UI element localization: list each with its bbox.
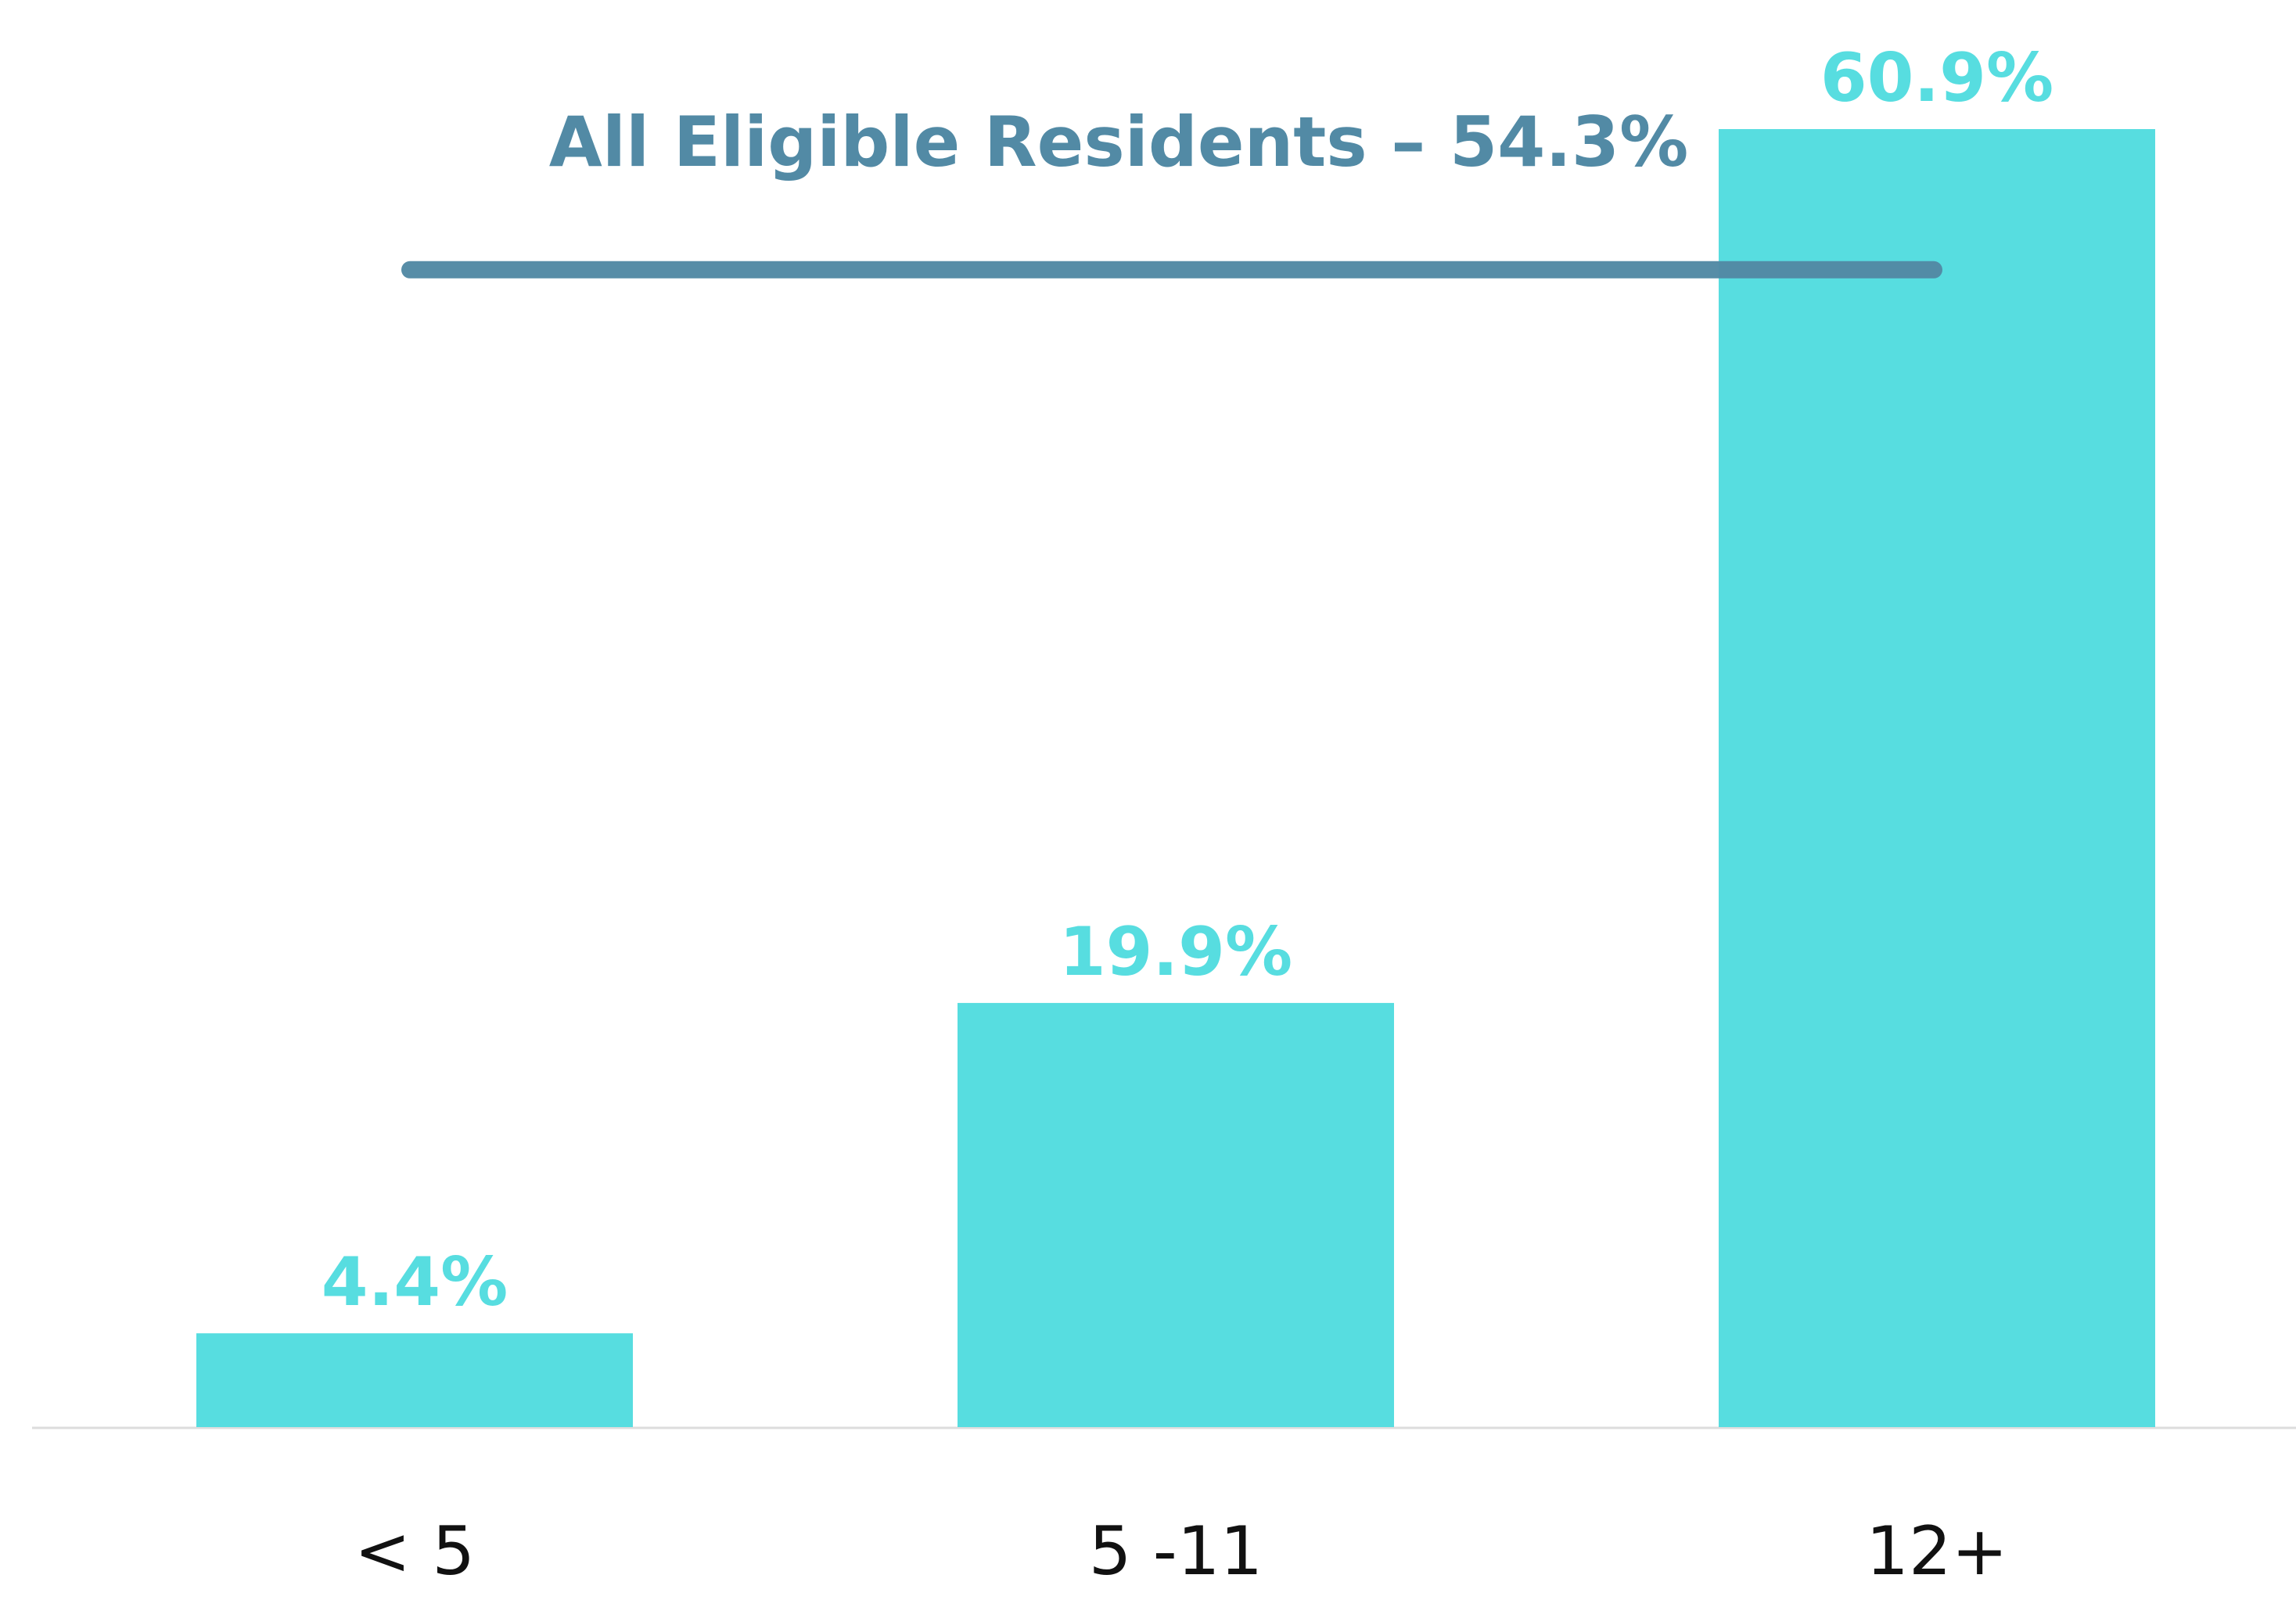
- value-label: 60.9%: [1820, 39, 2053, 117]
- x-tick-label: < 5: [354, 1512, 475, 1591]
- value-label: 4.4%: [322, 1243, 508, 1321]
- x-tick-label: 12+: [1866, 1512, 2008, 1591]
- reference-label: All Eligible Residents – 54.3%: [549, 102, 1688, 182]
- value-label: 19.9%: [1059, 913, 1292, 991]
- bar: [958, 1002, 1394, 1427]
- x-tick-label: 5 -11: [1089, 1512, 1263, 1591]
- bar: [196, 1333, 633, 1427]
- bar: [1719, 129, 2155, 1427]
